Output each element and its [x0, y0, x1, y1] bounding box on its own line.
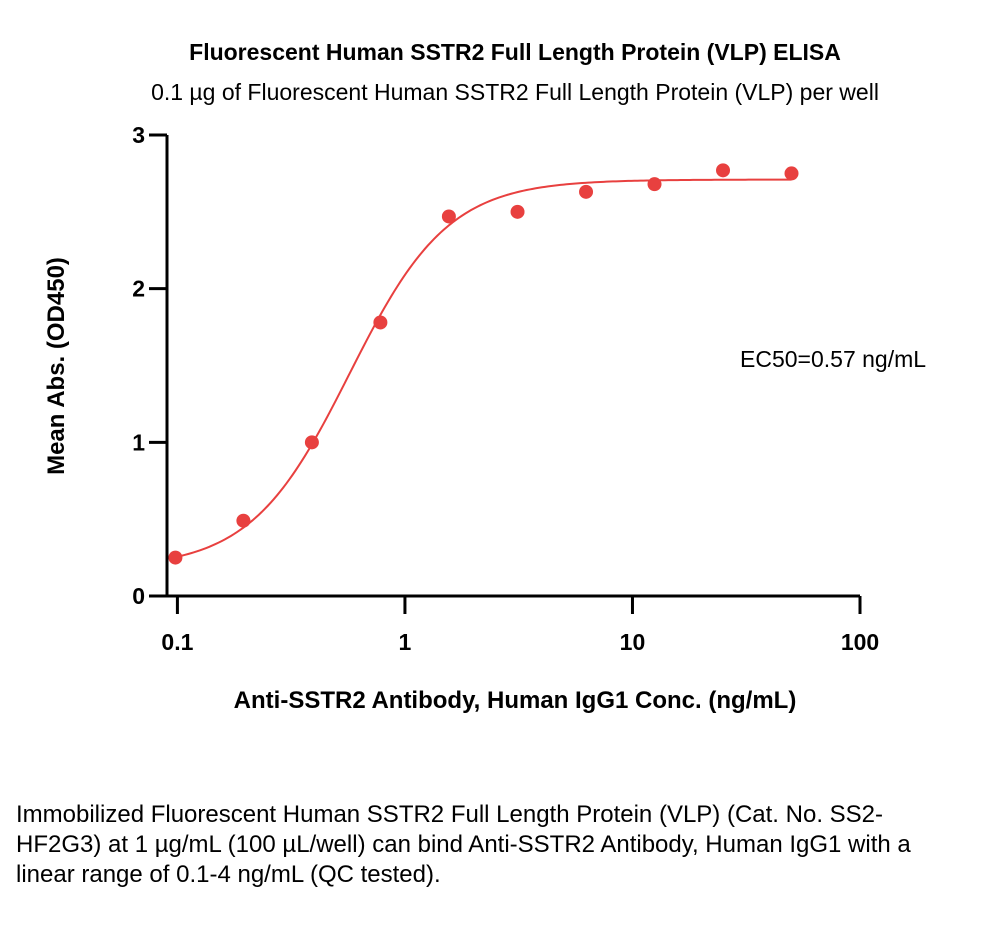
data-point: [373, 315, 388, 330]
x-tick-label: 100: [841, 629, 879, 655]
figure-caption: Immobilized Fluorescent Human SSTR2 Full…: [16, 801, 911, 888]
chart-title: Fluorescent Human SSTR2 Full Length Prot…: [189, 39, 841, 65]
y-tick-label: 1: [132, 429, 145, 455]
fit-curve: [175, 178, 792, 559]
data-point: [168, 550, 183, 565]
data-point: [236, 513, 251, 528]
ec50-annotation: EC50=0.57 ng/mL: [740, 346, 926, 372]
chart-subtitle: 0.1 µg of Fluorescent Human SSTR2 Full L…: [151, 79, 879, 105]
data-point: [716, 163, 731, 178]
y-tick-label: 2: [132, 276, 145, 302]
x-axis-title: Anti-SSTR2 Antibody, Human IgG1 Conc. (n…: [234, 687, 797, 714]
y-axis-title: Mean Abs. (OD450): [43, 257, 70, 475]
data-point: [784, 166, 799, 181]
x-tick-label: 0.1: [161, 629, 193, 655]
x-tick-label: 10: [620, 629, 646, 655]
data-point: [510, 204, 525, 219]
data-point: [304, 435, 319, 450]
x-tick-label: 1: [399, 629, 412, 655]
y-tick-label: 0: [132, 583, 145, 609]
data-point: [441, 209, 456, 224]
data-point: [647, 177, 662, 192]
elisa-chart: Fluorescent Human SSTR2 Full Length Prot…: [43, 39, 926, 714]
data-point: [579, 184, 594, 199]
plot-area: [168, 163, 799, 565]
axes: 0 1 2 3 0.1 1 10 100: [132, 122, 879, 655]
y-tick-label: 3: [132, 122, 145, 148]
